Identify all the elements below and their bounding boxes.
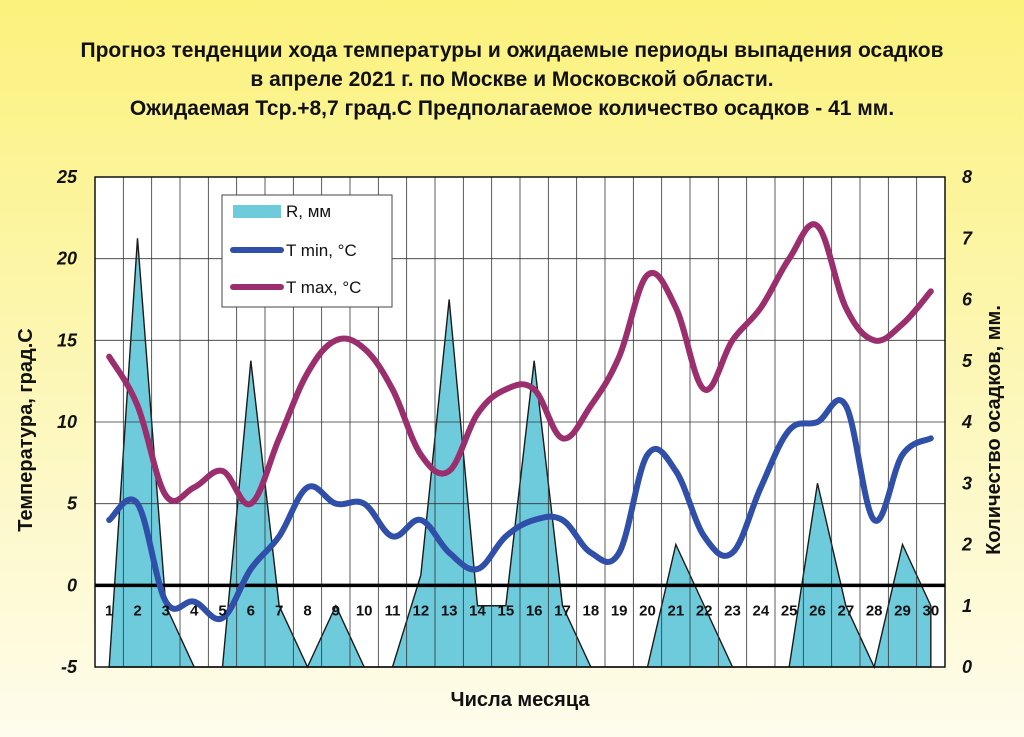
legend: R, мм T min, °C T max, °C bbox=[221, 194, 393, 308]
y-right-tick-label: 8 bbox=[962, 167, 972, 187]
y-left-tick-label: 10 bbox=[57, 412, 77, 432]
y-right-tick-label: 6 bbox=[962, 290, 973, 310]
x-tick-label: 26 bbox=[809, 602, 826, 619]
legend-swatch-precip bbox=[233, 205, 281, 218]
temperature-lines bbox=[95, 221, 945, 623]
title-line-1: Прогноз тенденции хода температуры и ожи… bbox=[80, 39, 944, 62]
x-tick-label: 24 bbox=[752, 602, 769, 619]
y-right-tick-label: 3 bbox=[962, 473, 972, 493]
title-line-3: Ожидаемая Тср.+8,7 град.С Предполагаемое… bbox=[129, 97, 895, 120]
y-left-tick-label: 25 bbox=[56, 167, 78, 187]
y-left-tick-label: 15 bbox=[57, 330, 78, 350]
x-tick-label: 25 bbox=[781, 602, 798, 619]
y-right-tick-label: 5 bbox=[962, 351, 973, 371]
x-tick-label: 23 bbox=[724, 602, 741, 619]
x-tick-label: 16 bbox=[526, 602, 543, 619]
y-left-tick-label: 20 bbox=[56, 249, 77, 269]
x-tick-label: 30 bbox=[922, 602, 939, 619]
x-tick-label: 22 bbox=[696, 602, 713, 619]
x-axis-label: Числа месяца bbox=[451, 689, 591, 711]
x-tick-label: 8 bbox=[303, 602, 311, 619]
x-tick-label: 6 bbox=[247, 602, 255, 619]
legend-label-tmax: T max, °C bbox=[286, 278, 361, 297]
x-tick-label: 12 bbox=[412, 602, 429, 619]
x-tick-label: 19 bbox=[611, 602, 628, 619]
x-tick-label: 20 bbox=[639, 602, 656, 619]
y-right-tick-label: 4 bbox=[961, 412, 972, 432]
y-left-tick-label: 5 bbox=[67, 494, 78, 514]
y-left-tick-label: 0 bbox=[67, 575, 77, 595]
tmin-line bbox=[106, 397, 934, 623]
x-tick-label: 15 bbox=[497, 602, 514, 619]
y-right-tick-label: 2 bbox=[961, 535, 972, 555]
x-tick-label: 7 bbox=[275, 602, 283, 619]
y-left-axis-label: Температура, град.С bbox=[15, 328, 37, 531]
plot-frame bbox=[94, 176, 946, 668]
y-right-axis-label: Количество осадков, мм. bbox=[983, 305, 1005, 555]
x-tick-label: 3 bbox=[162, 602, 170, 619]
x-tick-label: 21 bbox=[667, 602, 684, 619]
y-right-tick-label: 1 bbox=[962, 596, 972, 616]
x-tick-label: 14 bbox=[469, 602, 486, 619]
chart-title: Прогноз тенденции хода температуры и ожи… bbox=[0, 36, 1024, 123]
title-line-2: в апреле 2021 г. по Москве и Московской … bbox=[250, 68, 774, 91]
x-tick-label: 28 bbox=[866, 602, 883, 619]
x-tick-label: 9 bbox=[332, 602, 340, 619]
x-tick-label: 18 bbox=[582, 602, 599, 619]
x-tick-label: 2 bbox=[133, 602, 141, 619]
y-right-tick-label: 7 bbox=[962, 228, 973, 248]
x-tick-label: 4 bbox=[190, 602, 199, 619]
x-tick-label: 5 bbox=[218, 602, 226, 619]
x-tick-label: 27 bbox=[837, 602, 854, 619]
x-tick-label: 10 bbox=[356, 602, 373, 619]
x-tick-label: 1 bbox=[105, 602, 113, 619]
legend-label-precip: R, мм bbox=[286, 202, 331, 221]
y-right-tick-label: 0 bbox=[962, 657, 972, 677]
tmax-line bbox=[106, 221, 934, 508]
legend-label-tmin: T min, °C bbox=[286, 241, 357, 260]
x-tick-label: 29 bbox=[894, 602, 911, 619]
y-left-tick-label: -5 bbox=[61, 657, 78, 677]
x-tick-label: 17 bbox=[554, 602, 571, 619]
x-tick-label: 11 bbox=[385, 602, 401, 619]
x-tick-label: 13 bbox=[441, 602, 458, 619]
